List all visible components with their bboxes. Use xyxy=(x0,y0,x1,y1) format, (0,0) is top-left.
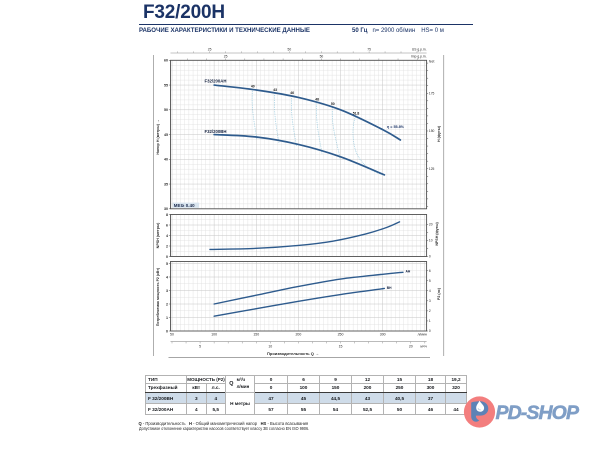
svg-text:3: 3 xyxy=(166,289,168,293)
svg-text:43: 43 xyxy=(273,88,277,92)
svg-text:10: 10 xyxy=(268,344,272,348)
svg-text:MEI≥ 0.40: MEI≥ 0.40 xyxy=(174,203,195,208)
svg-text:150: 150 xyxy=(253,333,259,337)
svg-text:30: 30 xyxy=(164,207,168,211)
svg-text:Напор Н (метры) →: Напор Н (метры) → xyxy=(156,119,160,154)
svg-text:100: 100 xyxy=(211,333,217,337)
svg-text:4: 4 xyxy=(429,289,431,293)
svg-text:46: 46 xyxy=(290,91,294,95)
svg-text:BH: BH xyxy=(387,286,392,290)
svg-text:F32/200BH: F32/200BH xyxy=(205,129,227,134)
svg-text:η = 55.8%: η = 55.8% xyxy=(387,125,405,129)
svg-text:55: 55 xyxy=(164,83,168,87)
svg-text:60: 60 xyxy=(164,59,168,63)
svg-text:40: 40 xyxy=(164,158,168,162)
svg-text:Производительность Q →: Производительность Q → xyxy=(267,351,319,356)
svg-text:25: 25 xyxy=(224,54,228,58)
svg-text:Imp g.p.m.: Imp g.p.m. xyxy=(411,54,427,58)
svg-text:3: 3 xyxy=(429,299,431,303)
svg-text:NPSH (футы): NPSH (футы) xyxy=(435,222,439,246)
svg-text:Н (футы): Н (футы) xyxy=(437,125,441,142)
svg-text:125: 125 xyxy=(429,167,435,171)
svg-text:6: 6 xyxy=(166,223,168,227)
svg-text:feet: feet xyxy=(429,59,435,63)
svg-text:F32/200AH: F32/200AH xyxy=(205,79,227,84)
svg-text:51.8: 51.8 xyxy=(353,112,360,116)
svg-text:5: 5 xyxy=(199,344,201,348)
svg-text:45: 45 xyxy=(164,133,168,137)
svg-text:48: 48 xyxy=(315,98,319,102)
svg-text:200: 200 xyxy=(295,333,301,337)
svg-text:6: 6 xyxy=(429,269,431,273)
svg-text:10: 10 xyxy=(429,239,433,243)
svg-text:50: 50 xyxy=(288,48,292,52)
svg-text:50: 50 xyxy=(170,333,174,337)
svg-text:м³/ч: м³/ч xyxy=(420,344,427,348)
svg-text:0: 0 xyxy=(429,329,431,333)
svg-text:0: 0 xyxy=(166,255,168,259)
svg-text:20: 20 xyxy=(409,344,413,348)
svg-text:0: 0 xyxy=(429,255,431,259)
svg-text:300: 300 xyxy=(380,333,386,337)
svg-text:4: 4 xyxy=(166,234,168,238)
svg-text:US g.p.m.: US g.p.m. xyxy=(412,48,427,52)
svg-text:Потребляемая мощность Р2 (кВт): Потребляемая мощность Р2 (кВт) xyxy=(156,268,160,326)
svg-text:250: 250 xyxy=(338,333,344,337)
svg-text:8: 8 xyxy=(166,213,168,217)
svg-text:40: 40 xyxy=(251,84,255,88)
svg-text:15: 15 xyxy=(339,344,343,348)
svg-text:175: 175 xyxy=(429,91,435,95)
svg-text:0: 0 xyxy=(166,329,168,333)
svg-text:35: 35 xyxy=(164,182,168,186)
svg-text:75: 75 xyxy=(367,48,371,52)
svg-text:NPSH (метры): NPSH (метры) xyxy=(156,222,160,248)
svg-text:25: 25 xyxy=(208,48,212,52)
svg-text:2: 2 xyxy=(429,309,431,313)
svg-text:50: 50 xyxy=(331,102,335,106)
svg-text:1: 1 xyxy=(166,316,168,320)
svg-text:2: 2 xyxy=(166,244,168,248)
svg-text:150: 150 xyxy=(429,129,435,133)
svg-text:5: 5 xyxy=(429,279,431,283)
svg-text:20: 20 xyxy=(429,223,433,227)
svg-text:2: 2 xyxy=(166,302,168,306)
svg-text:1: 1 xyxy=(429,319,431,323)
svg-text:4: 4 xyxy=(166,275,168,279)
svg-text:50: 50 xyxy=(164,108,168,112)
svg-text:50: 50 xyxy=(320,54,324,58)
svg-text:5: 5 xyxy=(166,262,168,266)
svg-text:Р2 (лс): Р2 (лс) xyxy=(437,287,441,300)
svg-text:л/мин: л/мин xyxy=(417,333,426,337)
svg-text:AH: AH xyxy=(406,270,411,274)
